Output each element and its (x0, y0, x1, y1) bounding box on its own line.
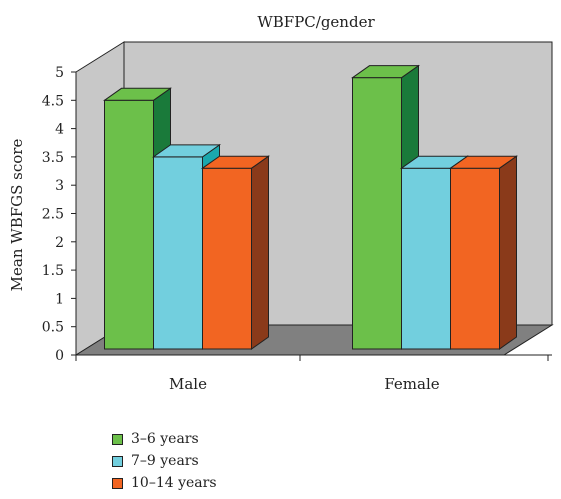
bar-front (104, 99, 154, 350)
y-tick-label: 2.5 (42, 207, 64, 223)
bar-top (448, 155, 519, 169)
legend-label: 10–14 years (131, 475, 217, 491)
bar-front (202, 167, 252, 350)
bar-side (251, 155, 269, 350)
y-tick-labels: 0 0.5 1 1.5 2 2.5 3 3.5 4 4.5 5 (42, 65, 77, 364)
y-tick-label: 1.5 (42, 263, 64, 279)
y-tick-label: 4 (55, 122, 64, 138)
bar-top (350, 65, 421, 79)
x-tick-label: Female (384, 375, 439, 393)
x-tick-label: Male (169, 375, 207, 393)
bar-front (450, 167, 500, 350)
bar-front (352, 77, 402, 350)
bar-top (200, 155, 271, 169)
legend-swatch (112, 477, 123, 489)
legend-item: 3–6 years (112, 428, 217, 450)
bar (448, 155, 519, 350)
legend-swatch (112, 433, 123, 445)
bar (200, 155, 271, 350)
legend-item: 7–9 years (112, 450, 217, 472)
bar-top (151, 144, 222, 158)
x-axis: Male Female (75, 354, 552, 393)
y-tick-label: 3.5 (42, 150, 64, 166)
bar-side (499, 155, 517, 350)
legend: 3–6 years 7–9 years 10–14 years (112, 428, 217, 494)
bar-front (401, 167, 451, 350)
y-axis-label: Mean WBFGS score (8, 139, 26, 292)
chart-title: WBFPC/gender (257, 13, 375, 31)
y-tick-label: 0.5 (42, 320, 64, 336)
y-tick-label: 2 (55, 235, 64, 251)
legend-swatch (112, 455, 123, 467)
bar-top (102, 87, 173, 101)
legend-label: 3–6 years (131, 431, 199, 447)
y-tick-label: 3 (55, 178, 64, 194)
y-tick-label: 1 (55, 291, 64, 307)
legend-item: 10–14 years (112, 472, 217, 494)
bars (102, 64, 519, 350)
legend-label: 7–9 years (131, 453, 199, 469)
bar-front (153, 156, 203, 350)
y-tick-label: 4.5 (42, 93, 64, 109)
y-tick-label: 0 (55, 348, 64, 364)
y-tick-label: 5 (55, 65, 64, 81)
